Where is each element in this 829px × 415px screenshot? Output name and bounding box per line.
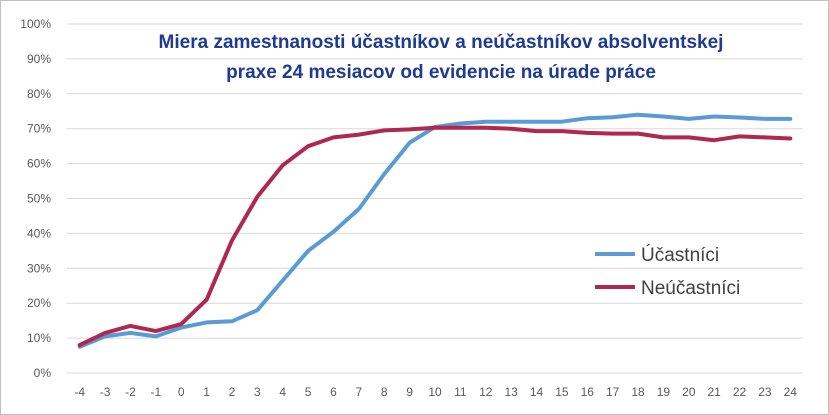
x-tick-label: 11	[454, 385, 467, 399]
legend-label-1: Účastníci	[641, 244, 719, 266]
series-line-1	[77, 112, 793, 349]
x-tick-label: 14	[530, 385, 544, 399]
x-tick-label: 7	[356, 385, 363, 399]
x-tick-label: 16	[581, 385, 595, 399]
y-axis-tick-labels: 0% 10% 20% 30% 40% 50% 60% 70% 80% 90% 100%	[20, 17, 51, 380]
x-tick-label: -3	[100, 385, 111, 399]
y-tick-label: 60%	[27, 157, 51, 171]
x-tick-label: 13	[504, 385, 518, 399]
x-tick-label: 1	[203, 385, 210, 399]
y-tick-label: 80%	[27, 87, 51, 101]
x-tick-label: -4	[74, 385, 85, 399]
x-tick-label: 18	[631, 385, 645, 399]
chart-title-line-1: Miera zamestnanosti účastníkov a neúčast…	[159, 32, 724, 53]
x-tick-label: 9	[406, 385, 413, 399]
legend: Účastníci Neúčastníci	[595, 244, 740, 299]
y-tick-label: 100%	[20, 17, 51, 31]
x-tick-label: 0	[178, 385, 185, 399]
y-tick-label: 90%	[27, 52, 51, 66]
x-tick-label: 20	[682, 385, 696, 399]
x-tick-label: 6	[330, 385, 337, 399]
y-tick-label: 30%	[27, 261, 51, 275]
chart-title-line-2: praxe 24 mesiacov od evidencie na úrade …	[226, 62, 656, 83]
gridlines	[67, 23, 803, 374]
x-tick-label: 24	[784, 385, 798, 399]
y-tick-label: 0%	[34, 366, 52, 380]
x-tick-label: 22	[733, 385, 747, 399]
x-tick-label: 2	[229, 385, 236, 399]
series-lines	[77, 112, 793, 349]
x-tick-label: 10	[428, 385, 442, 399]
y-tick-label: 40%	[27, 226, 51, 240]
x-tick-label: 15	[555, 385, 569, 399]
x-tick-label: 12	[479, 385, 493, 399]
x-tick-label: 21	[707, 385, 721, 399]
x-axis-tick-labels: -4 -3 -2 -1 0 1 2 3 4 5 6 7 8 9 10 11 12 13 14 15 16 17 18 19 20…	[74, 385, 797, 399]
x-tick-label: 17	[606, 385, 620, 399]
series-line-2	[77, 125, 793, 348]
y-tick-label: 70%	[27, 122, 51, 136]
x-tick-label: 19	[657, 385, 671, 399]
x-tick-label: 4	[279, 385, 286, 399]
x-tick-label: 23	[758, 385, 772, 399]
x-tick-label: 3	[254, 385, 261, 399]
x-tick-label: -1	[150, 385, 161, 399]
y-tick-label: 10%	[27, 331, 51, 345]
y-tick-label: 20%	[27, 296, 51, 310]
x-tick-label: -2	[125, 385, 136, 399]
x-tick-label: 8	[381, 385, 388, 399]
legend-label-2: Neúčastníci	[641, 278, 740, 299]
x-tick-label: 5	[305, 385, 312, 399]
y-tick-label: 50%	[27, 192, 51, 206]
